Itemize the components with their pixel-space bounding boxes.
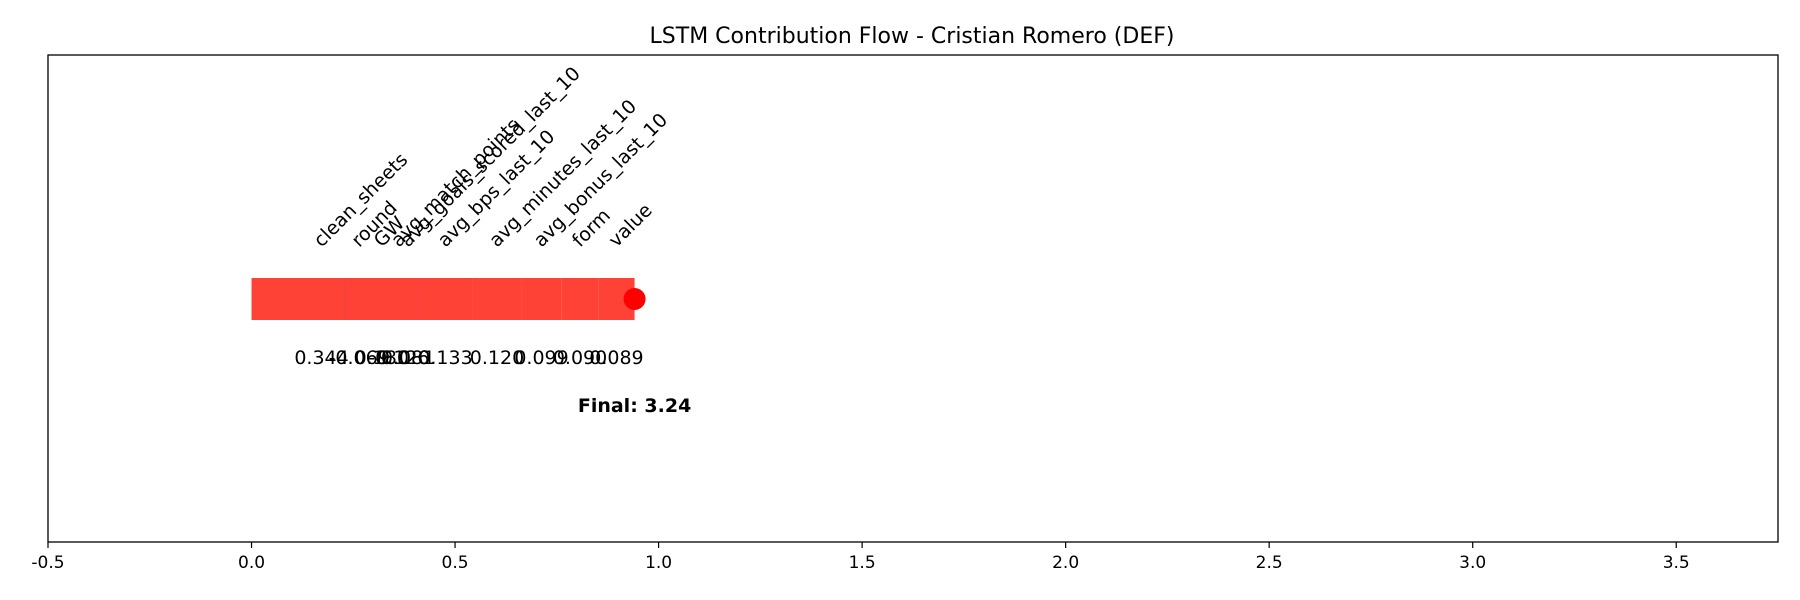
contribution-bar	[418, 278, 473, 320]
contribution-bar	[472, 278, 522, 320]
contribution-value-label: 0.089	[589, 347, 643, 369]
contribution-value-label: -0.069	[329, 347, 390, 369]
contribution-value-label: 0.099	[514, 347, 568, 369]
x-tick-label: 0.5	[442, 553, 469, 573]
x-tick-label: 3.0	[1459, 553, 1486, 573]
end-marker-group	[623, 288, 646, 310]
contribution-value-label: 0.120	[470, 347, 524, 369]
x-tick-label: 3.5	[1663, 553, 1690, 573]
final-value-label: Final: 3.24	[578, 395, 691, 417]
x-tick-label: 1.0	[645, 553, 672, 573]
feature-label: value	[604, 199, 656, 251]
contribution-bar	[521, 278, 562, 320]
contribution-value-label: 0.081	[381, 347, 435, 369]
contribution-value-label: 0.180	[355, 347, 409, 369]
contribution-bars	[251, 278, 635, 320]
x-tick-label: 0.0	[238, 553, 265, 573]
x-axis: -0.5 0.0 0.5 1.0 1.5 2.0 2.5 3.0 3.5	[31, 542, 1690, 573]
contribution-value-label: -0.126	[368, 347, 429, 369]
contribution-value-label: 0.133	[418, 347, 472, 369]
feature-labels: clean_sheetsavg_goals_scored_last_10avg_…	[310, 63, 673, 252]
contribution-value-label: 0.090	[553, 347, 607, 369]
final-marker	[623, 288, 646, 310]
x-tick-label: 2.5	[1256, 553, 1283, 573]
contribution-bar	[345, 278, 419, 320]
plot-area	[47, 54, 1779, 543]
x-tick-label: 1.5	[849, 553, 876, 573]
chart-title: LSTM Contribution Flow - Cristian Romero…	[650, 24, 1175, 49]
contribution-value-label: 0.344	[294, 347, 348, 369]
x-tick-label: 2.0	[1052, 553, 1079, 573]
x-tick-label: -0.5	[31, 553, 64, 573]
contribution-bar	[561, 278, 599, 320]
